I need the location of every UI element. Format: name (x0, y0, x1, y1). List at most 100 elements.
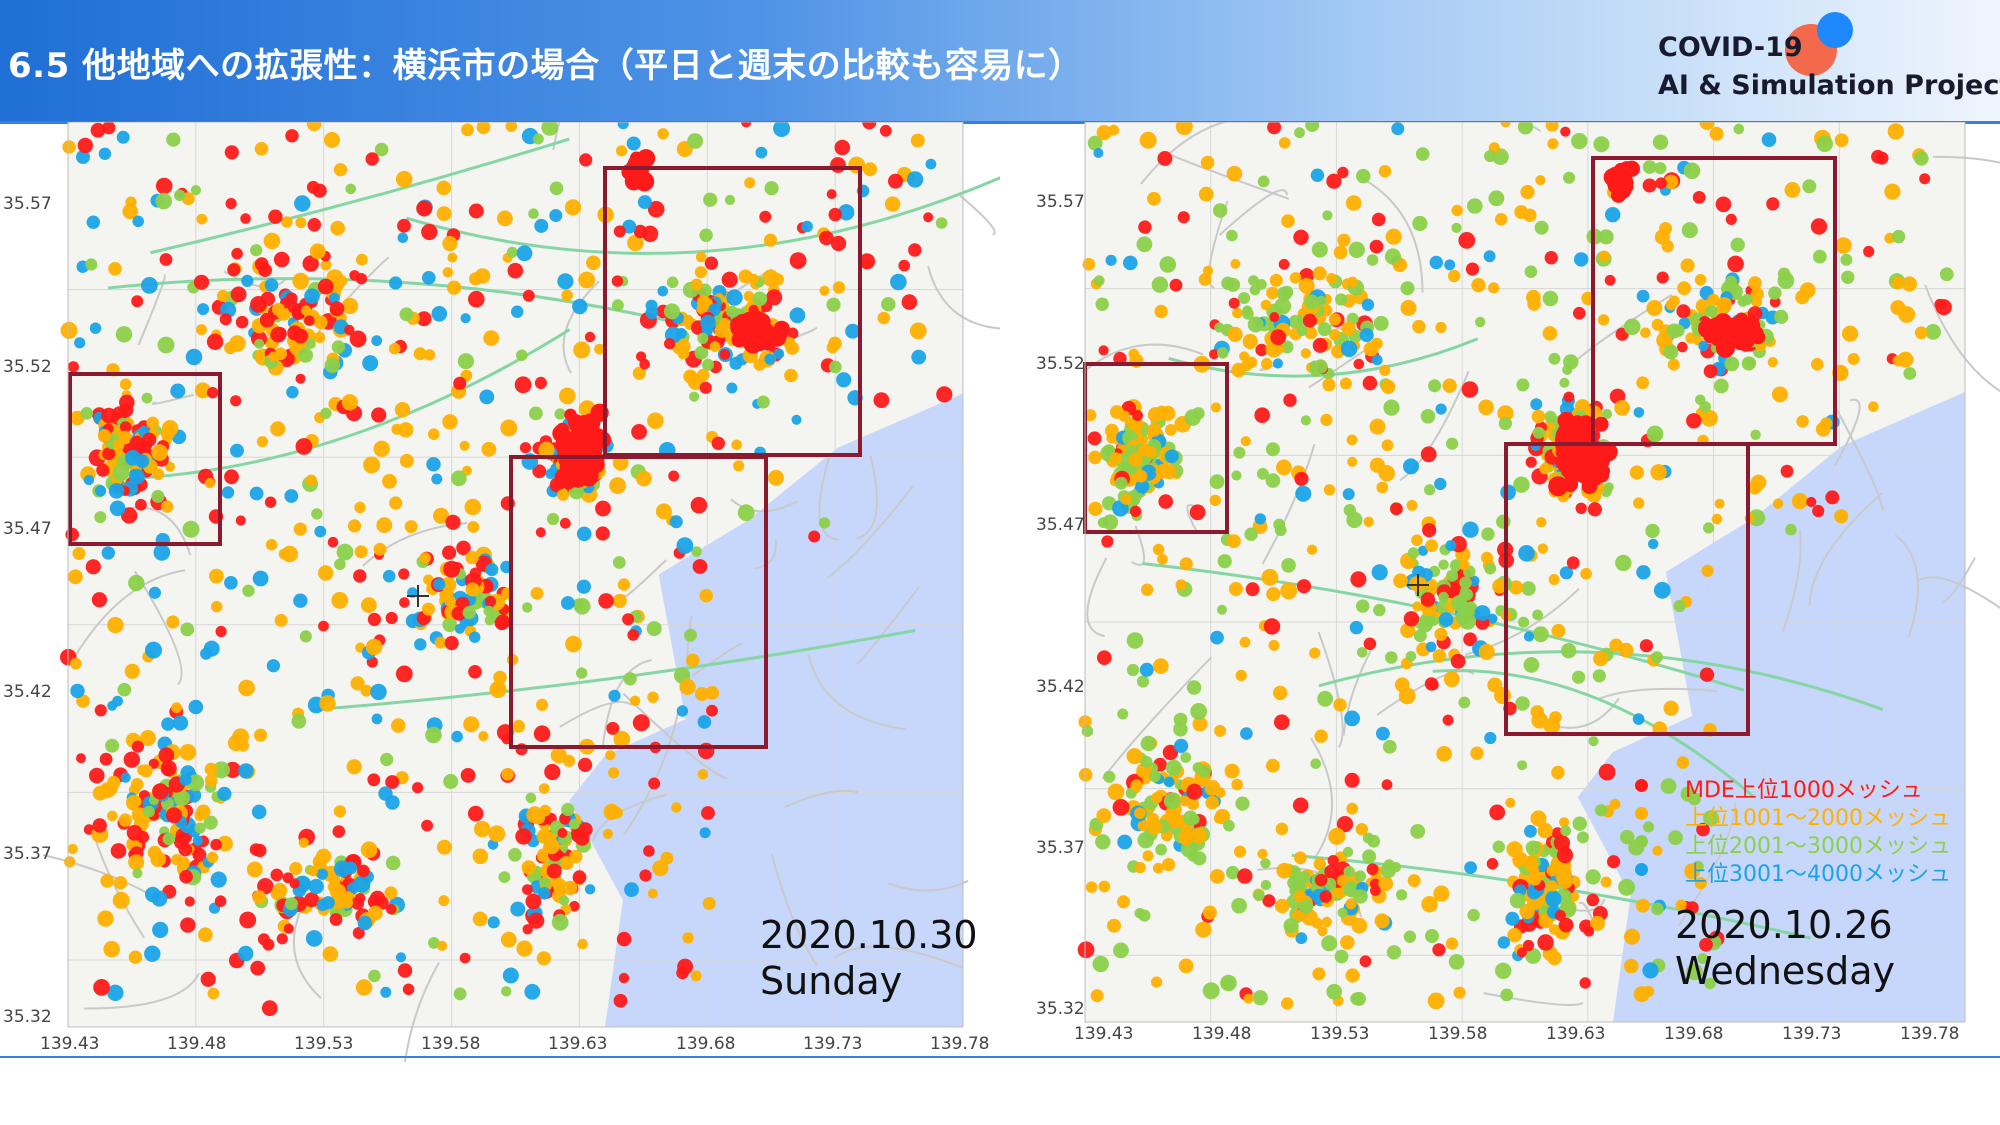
logo-text-line1: COVID-19 (1658, 32, 1803, 63)
mesh-dot (102, 447, 116, 461)
mesh-dot (421, 223, 438, 241)
mesh-dot (1553, 834, 1570, 852)
mesh-dot (1281, 558, 1296, 573)
mesh-dot (1192, 407, 1205, 420)
mesh-dot (1701, 564, 1714, 577)
mesh-dot (1092, 955, 1109, 973)
mesh-dot (1256, 279, 1267, 290)
mesh-dot (1532, 609, 1543, 621)
mesh-dot (284, 897, 298, 911)
mesh-dot (219, 313, 232, 326)
mesh-dot (329, 913, 343, 926)
mesh-dot (1673, 599, 1686, 613)
mesh-dot (1525, 840, 1541, 856)
mesh-dot (1384, 248, 1401, 265)
mesh-dot (465, 582, 480, 597)
mesh-dot (1903, 367, 1917, 380)
mesh-dot (306, 122, 322, 132)
mesh-dot (1326, 983, 1342, 1000)
mesh-dot (414, 638, 427, 651)
mesh-dot (873, 392, 890, 409)
mesh-dot (148, 758, 159, 769)
mesh-dot (1613, 162, 1628, 178)
mesh-dot (1497, 936, 1510, 949)
mesh-dot (327, 536, 339, 548)
mesh-dot (1560, 126, 1571, 137)
mesh-dot (368, 969, 381, 983)
mesh-dot (1138, 443, 1151, 457)
mesh-dot (1413, 629, 1427, 643)
mesh-dot (203, 815, 218, 830)
mesh-dot (1169, 278, 1183, 292)
mesh-dot (116, 130, 130, 144)
mesh-dot (1528, 873, 1542, 886)
mesh-dot (1134, 908, 1146, 919)
road-line (1101, 656, 1212, 780)
mesh-dot (442, 236, 458, 252)
mesh-dot (1128, 416, 1144, 433)
mesh-dot (352, 927, 365, 939)
mesh-dot (335, 275, 348, 287)
mesh-dot (370, 683, 387, 701)
lon-tick: 139.68 (676, 1034, 736, 1054)
mesh-dot (1359, 328, 1374, 343)
mesh-dot (346, 759, 362, 775)
mesh-dot (1139, 662, 1154, 677)
mesh-dot (580, 469, 598, 487)
mesh-dot (1087, 431, 1102, 446)
mesh-dot (1230, 258, 1241, 269)
mesh-dot (1633, 497, 1645, 509)
mesh-dot (609, 477, 626, 494)
mesh-dot (1863, 245, 1875, 258)
mesh-dot (1816, 135, 1833, 152)
mesh-dot (386, 904, 397, 915)
mesh-dot (357, 915, 373, 931)
mesh-dot (1711, 513, 1723, 525)
mesh-dot (1128, 452, 1143, 467)
mesh-dot (1235, 669, 1247, 682)
mesh-dot (110, 843, 127, 859)
road-line (1218, 189, 1288, 236)
lon-tick: 139.63 (1546, 1024, 1606, 1044)
road-line (83, 973, 200, 1010)
mesh-dot (1314, 873, 1328, 887)
mesh-dot (488, 825, 506, 843)
mesh-dot (142, 432, 157, 447)
mesh-dot (231, 247, 243, 260)
mesh-dot (373, 542, 387, 556)
mesh-dot (1524, 824, 1537, 838)
mesh-dot (196, 324, 207, 336)
mesh-dot (249, 486, 264, 501)
mesh-dot (1694, 274, 1707, 286)
mesh-dot (70, 683, 85, 699)
mesh-dot (421, 819, 433, 832)
mesh-dot (207, 387, 219, 399)
mesh-dot (349, 270, 360, 281)
mesh-dot (380, 752, 394, 767)
legend-dot-icon (1635, 807, 1648, 820)
mesh-dot (1751, 296, 1763, 308)
mesh-dot (333, 163, 348, 177)
mesh-dot (1179, 795, 1191, 807)
mesh-dot (86, 215, 101, 229)
mesh-dot (1190, 703, 1208, 720)
mesh-dot (246, 861, 263, 878)
lon-tick: 139.78 (930, 1034, 990, 1054)
mesh-dot (307, 866, 318, 877)
mesh-dot (254, 142, 269, 156)
mesh-dot (333, 805, 346, 818)
mesh-dot (1256, 467, 1269, 480)
mesh-dot (283, 923, 294, 934)
mesh-dot (1498, 416, 1512, 430)
mesh-dot (1517, 760, 1528, 771)
mesh-dot (293, 593, 308, 608)
mesh-dot (1299, 899, 1314, 914)
mesh-dot (289, 862, 303, 875)
mesh-dot (525, 893, 542, 910)
mesh-dot (1369, 457, 1385, 473)
mesh-dot (1129, 505, 1142, 517)
mesh-dot (1262, 894, 1276, 908)
mesh-dot (1276, 862, 1292, 879)
mesh-dot (516, 940, 533, 957)
mesh-dot (1209, 474, 1225, 490)
